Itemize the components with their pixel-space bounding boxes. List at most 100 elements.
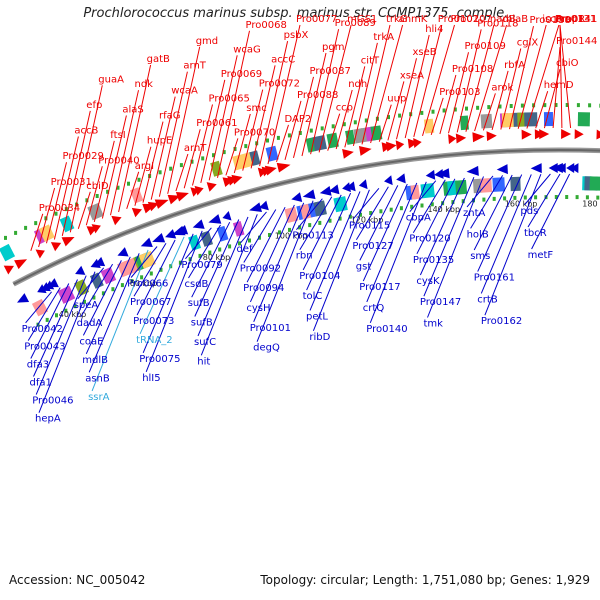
inner-marker (359, 212, 362, 217)
forward-gene-label: Pro0029 (63, 151, 104, 162)
forward-gene-leader (259, 40, 289, 167)
reverse-gene-leader (136, 239, 176, 316)
forward-gene-leader (422, 24, 455, 137)
forward-gene-arrow (455, 133, 467, 144)
inner-marker (410, 204, 414, 209)
feature-box (312, 135, 327, 152)
forward-gene-label: iscA (542, 14, 562, 25)
forward-gene-label: psbX (284, 30, 309, 41)
reverse-gene-leader (359, 185, 399, 261)
reverse-gene-leader (139, 236, 185, 335)
reverse-gene-label: dfa3 (27, 360, 49, 371)
forward-gene-arrow (147, 201, 159, 212)
inner-marker (513, 195, 517, 200)
reverse-gene-arrow (496, 164, 508, 175)
outer-marker (420, 110, 424, 115)
forward-gene-leader (93, 140, 115, 223)
inner-marker (565, 195, 569, 199)
forward-gene-label: arok (491, 82, 513, 93)
feature-box (89, 272, 104, 289)
reverse-gene-label: Pro0043 (24, 342, 65, 353)
forward-gene-label: cglX (517, 38, 539, 49)
gene-labels: Pro0034 Pro0031 Pro0029 accB efp guaA cbiD Pro0… (22, 14, 598, 425)
forward-gene-arrow (91, 224, 101, 234)
forward-gene-label: wcaG (233, 44, 261, 55)
forward-gene-label: accC (271, 54, 295, 65)
feature-box (100, 266, 117, 285)
feature-box (38, 224, 55, 242)
forward-gene-leader (200, 79, 226, 184)
forward-gene-leader (500, 48, 522, 130)
outer-marker (14, 230, 18, 235)
forward-gene-leader (535, 91, 549, 129)
reverse-gene-label: Pro0161 (474, 273, 515, 284)
inner-marker (268, 233, 271, 237)
reverse-gene-label: Pro0120 (409, 234, 450, 245)
reverse-gene-leader (306, 192, 352, 291)
forward-gene-label: Pro0144 (556, 36, 597, 47)
forward-gene-leader (517, 24, 547, 129)
reverse-gene-leader (427, 176, 484, 318)
forward-gene-leader (77, 191, 91, 229)
forward-gene-label: Pro0065 (209, 94, 250, 105)
outer-marker (212, 153, 215, 158)
outer-marker (222, 150, 226, 155)
forward-gene-leader (465, 24, 495, 132)
forward-gene-leader (85, 166, 103, 226)
reverse-gene-label: Pro0042 (22, 324, 63, 335)
inner-marker (178, 260, 182, 265)
reverse-gene-label: def (237, 244, 254, 255)
forward-gene-arrow (413, 138, 422, 148)
reverse-gene-leader (191, 221, 231, 298)
reverse-gene-leader (531, 173, 571, 250)
forward-gene-arrow (486, 131, 497, 142)
inner-marker (188, 257, 192, 262)
inner-marker (503, 196, 507, 201)
kbp-label: 160 kbp (505, 200, 538, 209)
inner-marker (130, 279, 134, 284)
reverse-gene-leader (194, 219, 240, 317)
outer-marker (431, 109, 435, 114)
forward-gene-leader (293, 76, 314, 159)
forward-gene-label: Pro0131 (555, 14, 596, 25)
inner-marker (248, 238, 251, 243)
inner-marker (288, 227, 291, 232)
forward-gene-label: Pro0069 (221, 69, 262, 80)
reverse-gene-leader (362, 183, 408, 282)
forward-gene-leader (142, 121, 164, 203)
feature-box (480, 178, 493, 193)
forward-gene-leader (276, 124, 289, 163)
forward-gene-arrow (596, 129, 600, 140)
reverse-gene-leader (423, 177, 475, 297)
forward-gene-label: Pro0061 (196, 118, 237, 129)
reverse-gene-arrow (557, 163, 566, 174)
outer-marker (498, 104, 502, 109)
reverse-gene-arrow (530, 163, 542, 174)
forward-gene-label: ompR (556, 14, 585, 25)
reverse-gene-leader (249, 204, 295, 303)
reverse-gene-arrow (425, 169, 436, 180)
outer-marker (353, 120, 357, 125)
reverse-gene-arrow (345, 181, 356, 192)
forward-gene-leader (53, 136, 79, 240)
reverse-gene-label: rbn (296, 251, 313, 262)
forward-gene-label: cbiD (86, 181, 109, 192)
forward-gene-label: rfaG (159, 111, 181, 122)
reverse-gene-arrow (117, 247, 129, 257)
outer-marker (576, 103, 580, 108)
reverse-gene-label: petL (306, 311, 328, 322)
forward-gene-label: guaA (98, 74, 124, 85)
reverse-gene-label: csdB (185, 279, 209, 290)
reverse-gene-leader (473, 174, 513, 251)
forward-gene-label: Pro0087 (310, 66, 351, 77)
reverse-gene-label: Pro0092 (240, 264, 281, 275)
outer-marker (201, 156, 205, 161)
reverse-gene-arrow (177, 224, 189, 235)
forward-gene-label: wcaA (171, 86, 198, 97)
forward-gene-leader (225, 138, 239, 176)
forward-gene-leader (134, 146, 152, 206)
forward-gene-arrow (358, 145, 372, 156)
forward-gene-label: arnT (183, 61, 206, 72)
reverse-gene-label: Pro0067 (130, 297, 171, 308)
inner-marker (73, 304, 77, 309)
